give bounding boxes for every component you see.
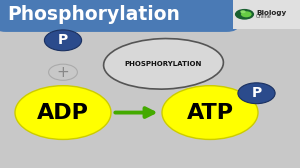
- Text: Online: Online: [256, 14, 272, 19]
- FancyBboxPatch shape: [232, 0, 300, 29]
- Circle shape: [44, 30, 82, 51]
- Ellipse shape: [103, 39, 224, 89]
- Text: P: P: [58, 33, 68, 47]
- Text: ATP: ATP: [187, 102, 233, 123]
- Text: PHOSPHORYLATION: PHOSPHORYLATION: [125, 61, 202, 67]
- Text: Phosphorylation: Phosphorylation: [8, 5, 180, 24]
- Ellipse shape: [162, 86, 258, 139]
- Circle shape: [240, 10, 246, 13]
- Text: +: +: [57, 65, 69, 80]
- Circle shape: [235, 9, 254, 20]
- Ellipse shape: [15, 86, 111, 139]
- Circle shape: [49, 64, 77, 80]
- Circle shape: [241, 11, 252, 17]
- Circle shape: [238, 83, 275, 104]
- FancyBboxPatch shape: [0, 0, 238, 32]
- Text: ADP: ADP: [37, 102, 89, 123]
- Text: P: P: [251, 86, 262, 100]
- Text: Biology: Biology: [256, 10, 286, 16]
